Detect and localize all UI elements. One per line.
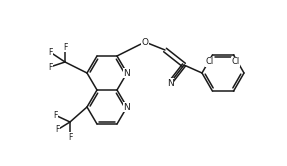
Text: N: N — [124, 69, 130, 78]
Text: Cl: Cl — [205, 57, 214, 66]
Text: N: N — [124, 102, 130, 112]
Text: F: F — [55, 125, 59, 134]
Text: F: F — [53, 111, 57, 120]
Text: N: N — [167, 79, 173, 87]
Text: F: F — [63, 42, 67, 51]
Text: F: F — [48, 47, 52, 56]
Text: Cl: Cl — [231, 57, 240, 66]
Text: O: O — [141, 38, 148, 46]
Text: F: F — [48, 63, 52, 72]
Text: F: F — [68, 132, 72, 141]
